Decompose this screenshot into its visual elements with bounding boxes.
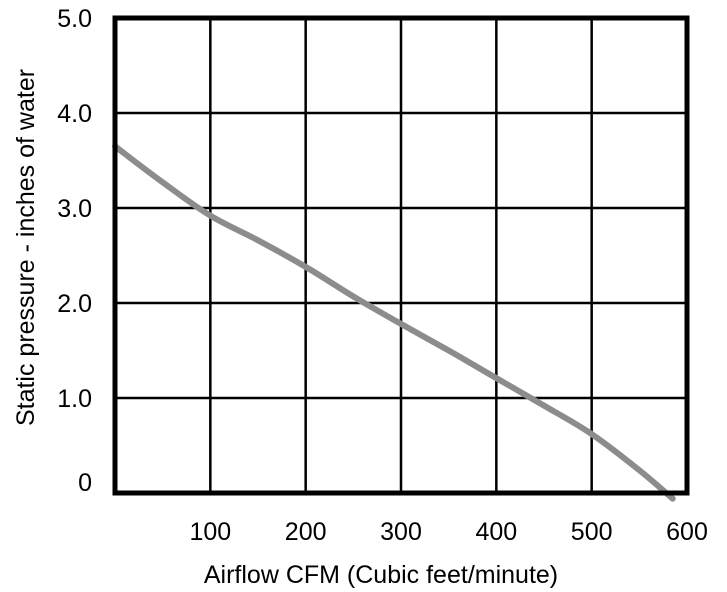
airflow-pressure-curve: [112, 143, 676, 502]
y-tick-labels: 0 1.0 2.0 3.0 4.0 5.0: [57, 5, 92, 497]
y-tick-label: 0: [78, 469, 92, 497]
y-tick-label: 5.0: [57, 5, 92, 33]
x-tick-labels: 100 200 300 400 500 600: [189, 518, 707, 546]
grid-lines: [115, 18, 687, 493]
plot-frame: [112, 15, 690, 496]
y-tick-label: 1.0: [57, 385, 92, 413]
x-tick-label: 600: [666, 518, 708, 546]
y-axis-title: Static pressure - inches of water: [12, 69, 40, 426]
x-tick-label: 300: [380, 518, 422, 546]
y-tick-label: 4.0: [57, 100, 92, 128]
x-tick-label: 500: [571, 518, 613, 546]
x-axis-title: Airflow CFM (Cubic feet/minute): [204, 561, 558, 589]
y-tick-label: 2.0: [57, 290, 92, 318]
series-layer: [112, 143, 676, 502]
x-tick-label: 200: [285, 518, 327, 546]
x-tick-label: 400: [475, 518, 517, 546]
x-tick-label: 100: [189, 518, 231, 546]
y-tick-label: 3.0: [57, 195, 92, 223]
